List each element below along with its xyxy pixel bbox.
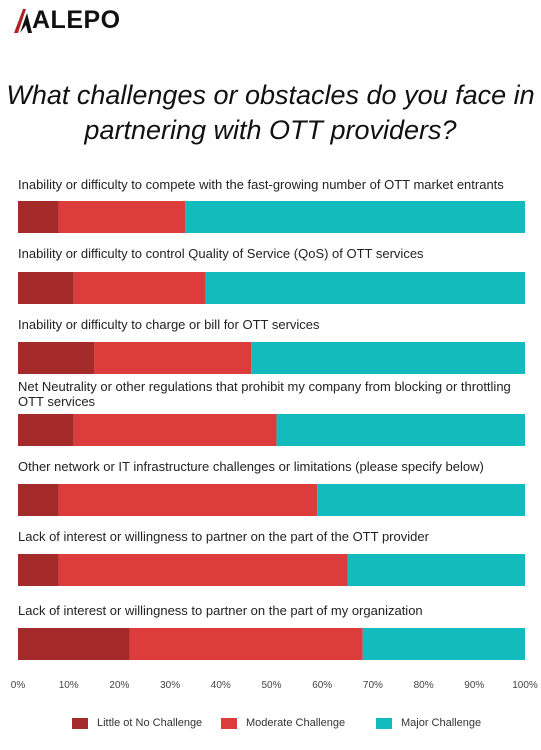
- bar-segment-major: [276, 414, 525, 446]
- legend-swatch-little: [72, 717, 88, 729]
- x-tick-label: 60%: [312, 680, 332, 691]
- x-tick-label: 70%: [363, 680, 383, 691]
- logo: ALEPO: [14, 6, 121, 34]
- legend-swatch-major: [376, 717, 392, 729]
- bar-segment-major: [347, 554, 525, 586]
- x-tick-label: 40%: [211, 680, 231, 691]
- category-label: Inability or difficulty to control Quali…: [18, 246, 424, 261]
- logo-mark-icon: [14, 9, 32, 33]
- bar-segment-major: [185, 201, 525, 233]
- chart-title: What challenges or obstacles do you face…: [6, 80, 535, 145]
- category-label: Lack of interest or willingness to partn…: [18, 603, 423, 618]
- x-tick-label: 80%: [414, 680, 434, 691]
- x-tick-label: 30%: [160, 680, 180, 691]
- bar-segment-little: [18, 484, 59, 516]
- category-label: Inability or difficulty to compete with …: [18, 177, 504, 192]
- x-tick-label: 0%: [11, 680, 26, 691]
- legend-item-moderate: Moderate Challenge: [221, 717, 345, 729]
- bar-segment-moderate: [58, 484, 318, 516]
- x-tick-label: 20%: [109, 680, 129, 691]
- bar-segment-major: [251, 342, 525, 374]
- x-tick-label: 50%: [261, 680, 281, 691]
- bar-segment-moderate: [73, 414, 277, 446]
- bar-segment-moderate: [58, 201, 186, 233]
- stacked-bar-chart: Inability or difficulty to compete with …: [11, 177, 538, 691]
- bar-segment-little: [18, 272, 74, 304]
- category-label: Other network or IT infrastructure chall…: [18, 459, 484, 474]
- bar-segment-little: [18, 342, 95, 374]
- legend-item-little: Little ot No Challenge: [72, 717, 202, 729]
- x-tick-label: 100%: [512, 680, 538, 691]
- category-label: Net Neutrality or other regulations that…: [18, 379, 511, 409]
- bar-segment-moderate: [58, 554, 348, 586]
- bar-segment-moderate: [94, 342, 252, 374]
- x-tick-label: 10%: [59, 680, 79, 691]
- bar-segment-major: [362, 628, 525, 660]
- bar-segment-moderate: [129, 628, 363, 660]
- bar-segment-major: [317, 484, 525, 516]
- bar-segment-little: [18, 201, 59, 233]
- bar-segment-major: [205, 272, 525, 304]
- legend-swatch-moderate: [221, 717, 237, 729]
- x-tick-label: 90%: [464, 680, 484, 691]
- bar-segment-little: [18, 628, 130, 660]
- legend-label-moderate: Moderate Challenge: [246, 717, 346, 729]
- legend-label-little: Little ot No Challenge: [97, 717, 203, 729]
- bar-segment-moderate: [73, 272, 206, 304]
- category-label: Lack of interest or willingness to partn…: [18, 529, 430, 544]
- legend: Little ot No Challenge Moderate Challeng…: [0, 717, 541, 739]
- category-label: Inability or difficulty to charge or bil…: [18, 317, 320, 332]
- bar-segment-little: [18, 554, 59, 586]
- bar-segment-little: [18, 414, 74, 446]
- logo-text: ALEPO: [32, 5, 121, 34]
- legend-item-major: Major Challenge: [376, 717, 481, 729]
- legend-label-major: Major Challenge: [401, 717, 482, 729]
